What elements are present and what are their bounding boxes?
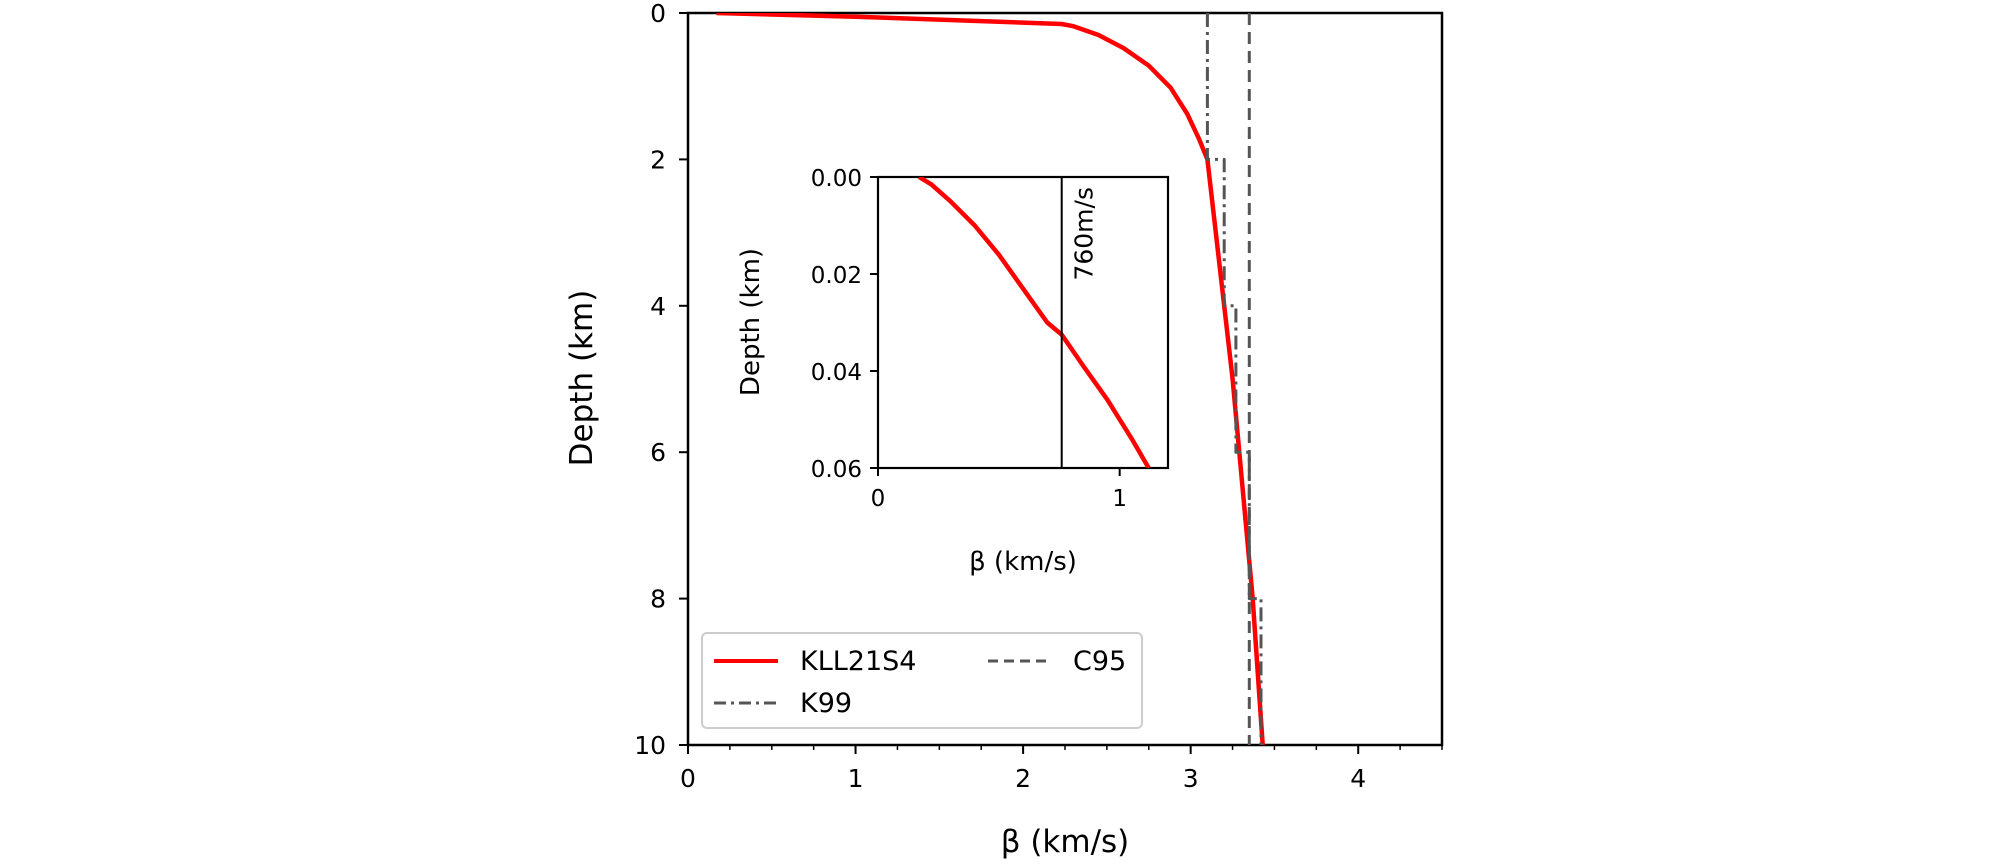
main-x-axis-label: β (km/s) — [1001, 824, 1130, 860]
main-y-tick-label: 8 — [650, 585, 666, 614]
main-x-tick-label: 4 — [1350, 764, 1366, 793]
inset-x-tick-label: 0 — [871, 486, 886, 512]
main-x-tick-label: 0 — [680, 764, 696, 793]
main-y-axis-label: Depth (km) — [564, 290, 600, 467]
legend: KLL21S4 C95 K99 — [701, 632, 1143, 729]
main-x-tick-label: 3 — [1183, 764, 1199, 793]
inset-series-line-0 — [917, 177, 1151, 468]
inset-x-tick-label: 1 — [1112, 486, 1127, 512]
main-y-tick-label: 10 — [634, 731, 666, 760]
inset-y-tick-label: 0.06 — [811, 457, 862, 483]
inset-y-tick-label: 0.04 — [811, 360, 862, 386]
main-series-k99 — [1205, 13, 1263, 745]
legend-label-c95: C95 — [1073, 646, 1126, 677]
inset-series-layer — [917, 177, 1151, 468]
inset-760-annotation: 760m/s — [1070, 187, 1099, 281]
inset-x-axis-label: β (km/s) — [969, 547, 1077, 577]
main-x-tick-label: 1 — [848, 764, 864, 793]
main-y-tick-label: 2 — [650, 145, 666, 174]
inset-y-ticks: 0.00 0.02 0.04 0.06 — [811, 166, 878, 483]
main-y-ticks: 0 2 4 6 8 10 — [634, 0, 688, 760]
main-x-tick-label: 2 — [1015, 764, 1031, 793]
main-series-kll21s4 — [716, 13, 1265, 745]
main-y-tick-label: 0 — [650, 0, 666, 28]
main-series-layer — [716, 13, 1265, 745]
legend-label-k99: K99 — [800, 688, 852, 719]
main-y-tick-label: 4 — [650, 292, 666, 321]
main-x-ticks: 0 1 2 3 4 — [680, 745, 1443, 793]
main-y-tick-label: 6 — [650, 438, 666, 467]
legend-box — [701, 632, 1143, 729]
inset-y-axis-label: Depth (km) — [736, 248, 766, 396]
legend-label-kll21s4: KLL21S4 — [800, 646, 916, 677]
inset-y-tick-label: 0.02 — [811, 263, 862, 289]
inset-y-tick-label: 0.00 — [811, 166, 862, 192]
